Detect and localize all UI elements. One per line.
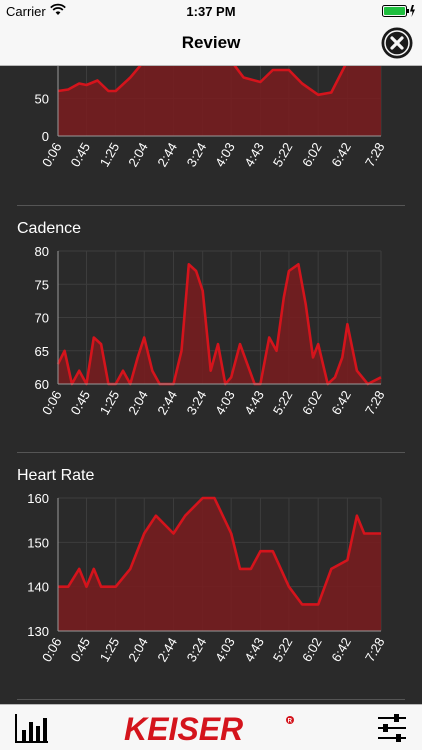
- y-tick-label: 160: [27, 491, 49, 506]
- y-tick-label: 100: [27, 66, 49, 69]
- x-tick-label: 0:45: [67, 635, 93, 664]
- chart-cadence: 60 65 70 75 80 0:06 0:45 1:25 2:04 2:44 3:24 4:03 4:…: [35, 244, 388, 417]
- x-tick-label: 3:24: [184, 635, 210, 664]
- y-tick-label: 70: [35, 311, 49, 326]
- svg-text:R: R: [288, 719, 293, 725]
- x-tick-label: 4:03: [212, 388, 238, 417]
- divider: [17, 699, 405, 700]
- y-tick-label: 150: [27, 535, 49, 550]
- x-tick-label: 4:43: [241, 635, 267, 664]
- x-tick-label: 4:03: [212, 140, 238, 169]
- y-tick-label: 65: [35, 344, 49, 359]
- x-tick-label: 1:25: [97, 140, 123, 169]
- stats-button[interactable]: [14, 712, 50, 744]
- status-bar: Carrier 1:37 PM: [0, 0, 422, 22]
- chart-heart-rate: 130 140 150 160 0:06 0:45 1:25 2:04 2:44 3:24 4:03…: [27, 491, 388, 664]
- x-tick-label: 3:24: [184, 388, 210, 417]
- y-tick-label: 75: [35, 277, 49, 292]
- carrier-label: Carrier: [6, 4, 46, 19]
- x-tick-label: 2:04: [125, 388, 151, 417]
- close-button[interactable]: [380, 26, 414, 60]
- y-tick-label: 80: [35, 244, 49, 259]
- series-area: [58, 264, 381, 384]
- chart-block-heart-rate: Heart Rate 130 140 150 160 0:06 0:45 1:25 2:04 2…: [0, 463, 422, 699]
- y-tick-label: 60: [35, 377, 49, 392]
- x-tick-label: 2:44: [154, 388, 180, 417]
- chart-block-cadence: Cadence 60 65 70 75 80 0:06 0:45 1:25 2:04 2:44 3:…: [0, 216, 422, 452]
- x-tick-label: 7:28: [362, 388, 388, 417]
- review-content[interactable]: 0501000:060:451:252:042:443:244:034:435:…: [0, 66, 422, 704]
- series-area: [58, 66, 381, 136]
- series-line: [58, 496, 381, 606]
- y-tick-label: 0: [42, 129, 49, 144]
- x-tick-label: 6:42: [328, 635, 354, 664]
- y-tick-label: 130: [27, 624, 49, 639]
- x-tick-label: 4:43: [241, 388, 267, 417]
- keiser-logo: KEISER R: [120, 710, 300, 747]
- y-tick-label: 50: [35, 92, 49, 107]
- wifi-icon: [50, 3, 66, 20]
- x-tick-label: 7:28: [362, 140, 388, 169]
- x-tick-label: 5:22: [270, 388, 296, 417]
- x-tick-label: 3:24: [184, 140, 210, 169]
- x-tick-label: 4:03: [212, 635, 238, 664]
- chart-title-cadence: Cadence: [17, 220, 82, 237]
- chart-1: 0 50 100 0:060:451:252:042:443:244:034:435:…: [27, 66, 388, 169]
- series-area: [58, 498, 381, 631]
- close-icon: [381, 27, 413, 59]
- sliders-icon: [378, 714, 406, 742]
- clock: 1:37 PM: [186, 4, 236, 19]
- x-tick-label: 2:44: [154, 140, 180, 169]
- x-tick-label: 1:25: [97, 388, 123, 417]
- x-tick-label: 5:22: [270, 635, 296, 664]
- x-tick-label: 0:45: [67, 388, 93, 417]
- page-title: Review: [181, 33, 241, 52]
- bar-chart-icon: [15, 714, 48, 743]
- chart-title-heart-rate: Heart Rate: [17, 467, 95, 484]
- divider: [17, 452, 405, 453]
- x-tick-label: 0:06: [39, 388, 65, 417]
- series-line: [57, 66, 347, 97]
- divider: [17, 205, 405, 206]
- y-tick-label: 140: [27, 580, 49, 595]
- x-tick-label: 6:42: [328, 140, 354, 169]
- x-tick-label: 2:44: [154, 635, 180, 664]
- settings-button[interactable]: [376, 713, 408, 743]
- x-tick-label: 6:02: [299, 388, 325, 417]
- x-tick-label: 6:02: [299, 635, 325, 664]
- chart-block-1: 0 50 100 0:060:451:252:042:443:244:034:435:…: [0, 66, 422, 206]
- x-tick-label: 7:28: [362, 635, 388, 664]
- x-tick-label: 0:45: [67, 140, 93, 169]
- x-tick-label: 4:43: [241, 140, 267, 169]
- x-tick-label: 0:06: [39, 635, 65, 664]
- battery-full-icon: [382, 4, 416, 21]
- x-tick-label: 2:04: [125, 635, 151, 664]
- x-tick-label: 2:04: [125, 140, 151, 169]
- nav-bar: Review: [0, 22, 422, 66]
- tab-bar: KEISER R: [0, 704, 422, 750]
- x-tick-label: 5:22: [270, 140, 296, 169]
- brand-text: KEISER: [124, 711, 243, 746]
- x-tick-label: 0:06: [39, 140, 65, 169]
- x-tick-label: 1:25: [97, 635, 123, 664]
- x-tick-label: 6:42: [328, 388, 354, 417]
- x-tick-label: 6:02: [299, 140, 325, 169]
